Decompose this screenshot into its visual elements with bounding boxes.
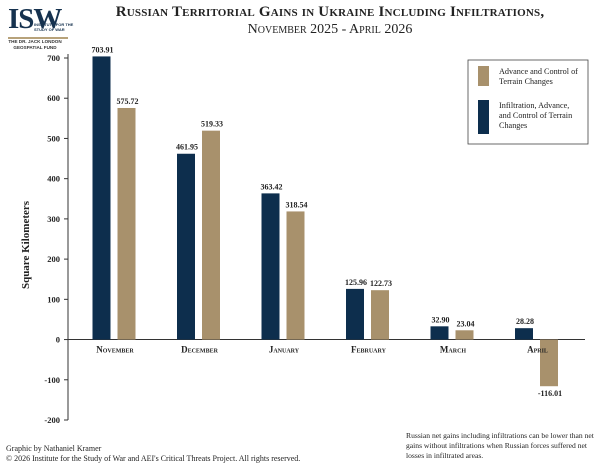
logo-text: ISW	[8, 3, 62, 35]
footnote: Russian net gains including infiltration…	[406, 431, 594, 460]
y-tick-label: 100	[47, 294, 60, 304]
data-label: 122.73	[370, 279, 392, 288]
credit-author: Graphic by Nathaniel Kramer	[6, 444, 102, 453]
bar	[515, 328, 533, 340]
logo-subtext: INSTITUTE FOR THE STUDY OF WAR	[34, 22, 74, 32]
credit: Graphic by Nathaniel Kramer © 2026 Insti…	[6, 444, 300, 464]
data-label: 703.91	[92, 45, 114, 54]
data-label: 363.42	[261, 182, 283, 191]
bar	[261, 193, 280, 340]
y-tick-label: 600	[47, 93, 60, 103]
data-label: 575.72	[117, 97, 139, 106]
bar	[117, 107, 136, 340]
logo-rule	[8, 37, 68, 39]
y-tick-label: 700	[47, 53, 60, 63]
data-label: 318.54	[286, 200, 308, 209]
y-tick-label: 400	[47, 174, 60, 184]
x-tick-label: November	[96, 345, 134, 355]
data-label: 461.95	[176, 143, 198, 152]
bar	[430, 326, 449, 340]
y-tick-label: 300	[47, 214, 60, 224]
y-tick-label: 200	[47, 254, 60, 264]
chart-subtitle: November 2025 - April 2026	[247, 22, 413, 37]
bar	[92, 56, 111, 340]
chart-title: Russian Territorial Gains in Ukraine Inc…	[115, 4, 545, 20]
bar	[202, 130, 220, 340]
x-tick-label: February	[351, 345, 387, 355]
y-axis-label: Square Kilometers	[20, 200, 32, 289]
x-tick-label: December	[181, 345, 219, 355]
data-label: 125.96	[345, 278, 367, 287]
data-label: 32.90	[432, 315, 450, 324]
bar	[286, 211, 305, 340]
legend: Advance and Control of Terrain Changes Inf…	[467, 59, 589, 145]
y-tick-label: 0	[56, 335, 60, 345]
y-tick-label: -200	[44, 415, 60, 425]
bar	[346, 288, 364, 340]
legend-label: Infiltration, Advance, and Control of Ter…	[499, 101, 572, 130]
data-label: 23.04	[457, 319, 475, 328]
bar	[177, 153, 195, 340]
data-label: 519.33	[201, 120, 223, 129]
x-tick-label: April	[527, 345, 548, 355]
y-tick-label: -100	[44, 375, 60, 385]
legend-swatch	[478, 66, 489, 86]
data-label: -116.01	[538, 389, 562, 398]
fund-name: THE DR. JACK LONDON GEOSPATIAL FUND	[8, 39, 62, 50]
x-tick-label: March	[440, 345, 466, 355]
legend-swatch	[478, 100, 489, 134]
credit-copyright: © 2026 Institute for the Study of War an…	[6, 454, 301, 463]
x-tick-label: January	[269, 345, 300, 355]
bar	[371, 290, 389, 340]
bar	[455, 330, 474, 340]
data-label: 28.28	[516, 317, 534, 326]
bar	[540, 339, 558, 387]
legend-label: Advance and Control of Terrain Changes	[499, 67, 578, 86]
y-tick-label: 500	[47, 133, 60, 143]
